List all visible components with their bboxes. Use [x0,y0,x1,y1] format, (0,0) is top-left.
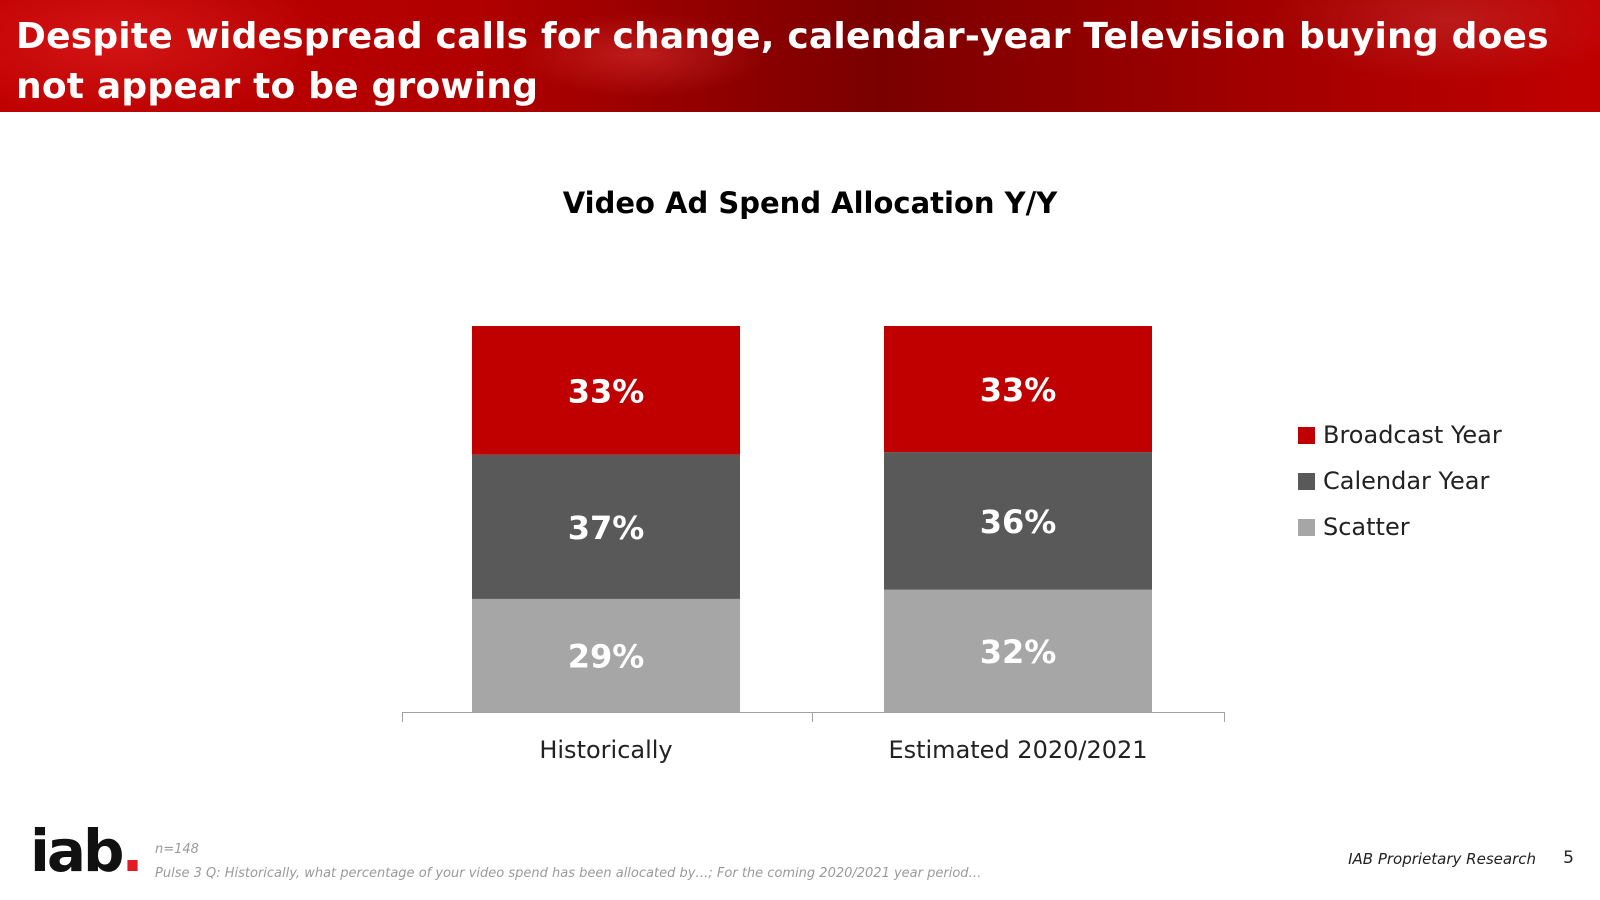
legend-swatch-broadcast-year [1298,426,1315,444]
proprietary-label: IAB Proprietary Research [1348,850,1536,868]
bar-broadcast-year-2 [884,326,1152,453]
legend-label-scatter: Scatter [1323,513,1410,541]
bar-scatter-1 [472,598,740,712]
data-label-scatter-1: 29% [568,637,645,675]
legend-swatch-scatter [1298,518,1315,536]
data-label-scatter-2: 32% [980,633,1057,671]
chart-legend: Broadcast Year Calendar Year Scatter [1298,412,1502,550]
iab-logo: iab. [30,822,144,880]
bar-calendar-year-1 [472,454,740,599]
page-number: 5 [1563,848,1574,868]
legend-item-broadcast-year: Broadcast Year [1298,412,1502,458]
legend-label-calendar-year: Calendar Year [1323,467,1490,495]
x-tick-label-1: Historically [539,736,672,764]
data-label-calendar-year-1: 37% [568,509,645,547]
data-label-broadcast-year-2: 33% [980,371,1057,409]
chart-title: Video Ad Spend Allocation Y/Y [562,186,1058,220]
legend-label-broadcast-year: Broadcast Year [1323,421,1502,449]
legend-item-scatter: Scatter [1298,504,1502,550]
bar-scatter-2 [884,589,1152,712]
header-banner: Despite widespread calls for change, cal… [0,0,1600,112]
bar-broadcast-year-1 [472,326,740,455]
legend-item-calendar-year: Calendar Year [1298,458,1502,504]
legend-swatch-calendar-year [1298,472,1315,490]
logo-text: iab [30,817,125,885]
page-title: Despite widespread calls for change, cal… [16,16,1549,107]
data-label-broadcast-year-1: 33% [568,372,645,410]
data-label-calendar-year-2: 36% [980,503,1057,541]
sample-size-note: n=148 [155,842,199,857]
x-tick-label-2: Estimated 2020/2021 [888,736,1147,764]
survey-question-note: Pulse 3 Q: Historically, what percentage… [155,866,982,881]
bar-calendar-year-2 [884,452,1152,590]
logo-dot: . [121,817,144,885]
